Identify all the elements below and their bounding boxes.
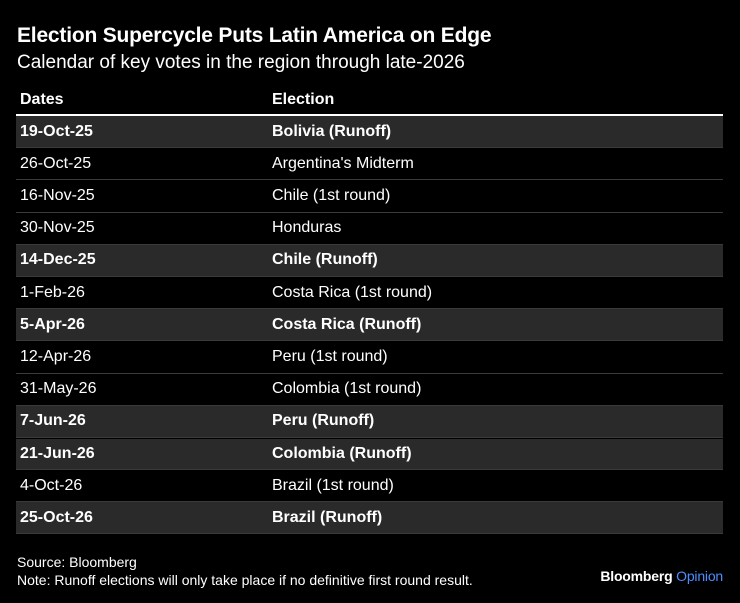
table-row: 30-Nov-25 Honduras	[16, 213, 723, 245]
cell-election: Peru (Runoff)	[272, 412, 375, 430]
cell-date: 5-Apr-26	[20, 315, 85, 333]
cell-date: 7-Jun-26	[20, 412, 86, 430]
table-row: 7-Jun-26 Peru (Runoff)	[16, 405, 723, 438]
cell-election: Costa Rica (1st round)	[272, 283, 433, 301]
table-row: 4-Oct-26 Brazil (1st round)	[16, 470, 723, 503]
cell-election: Colombia (1st round)	[272, 380, 422, 398]
elections-table: Dates Election 19-Oct-25 Bolivia (Runoff)…	[16, 85, 723, 535]
table-body: 19-Oct-25 Bolivia (Runoff) 26-Oct-25 Argent…	[16, 116, 723, 535]
cell-election: Brazil (1st round)	[272, 476, 394, 494]
table-row: 19-Oct-25 Bolivia (Runoff)	[16, 116, 723, 149]
footer: Source: Bloomberg Note: Runoff elections…	[17, 553, 473, 589]
table-row: 26-Oct-25 Argentina's Midterm	[16, 148, 723, 181]
cell-election: Peru (1st round)	[272, 347, 388, 365]
column-header-election: Election	[272, 90, 335, 108]
cell-election: Honduras	[272, 219, 342, 237]
cell-date: 21-Jun-26	[20, 444, 95, 462]
table-row: 25-Oct-26 Brazil (Runoff)	[16, 502, 723, 535]
cell-date: 4-Oct-26	[20, 476, 83, 494]
cell-election: Chile (1st round)	[272, 186, 391, 204]
cell-date: 19-Oct-25	[20, 122, 93, 140]
cell-date: 30-Nov-25	[20, 219, 95, 237]
table-row: 5-Apr-26 Costa Rica (Runoff)	[16, 309, 723, 342]
column-header-dates: Dates	[20, 90, 64, 108]
cell-date: 31-May-26	[20, 380, 97, 398]
runoff-note: Note: Runoff elections will only take pl…	[17, 572, 473, 588]
source-note: Source: Bloomberg	[17, 554, 137, 570]
cell-election: Brazil (Runoff)	[272, 508, 383, 526]
brand-name: Bloomberg	[600, 568, 673, 584]
bloomberg-opinion-logo: Bloomberg Opinion	[600, 568, 723, 584]
cell-election: Bolivia (Runoff)	[272, 122, 392, 140]
cell-election: Argentina's Midterm	[272, 154, 414, 172]
table-header: Dates Election	[16, 85, 723, 116]
chart-title: Election Supercycle Puts Latin America o…	[17, 24, 492, 47]
table-row: 12-Apr-26 Peru (1st round)	[16, 341, 723, 374]
cell-date: 1-Feb-26	[20, 283, 85, 301]
chart-subtitle: Calendar of key votes in the region thro…	[17, 52, 465, 73]
table-row: 1-Feb-26 Costa Rica (1st round)	[16, 277, 723, 310]
table-row: 31-May-26 Colombia (1st round)	[16, 374, 723, 406]
cell-date: 25-Oct-26	[20, 508, 93, 526]
cell-election: Chile (Runoff)	[272, 251, 378, 269]
cell-date: 16-Nov-25	[20, 186, 95, 204]
table-row: 16-Nov-25 Chile (1st round)	[16, 180, 723, 213]
cell-date: 14-Dec-25	[20, 251, 96, 269]
table-row: 21-Jun-26 Colombia (Runoff)	[16, 437, 723, 471]
cell-election: Colombia (Runoff)	[272, 444, 412, 462]
brand-sub: Opinion	[676, 568, 723, 584]
cell-date: 12-Apr-26	[20, 347, 92, 365]
cell-date: 26-Oct-25	[20, 154, 92, 172]
table-row: 14-Dec-25 Chile (Runoff)	[16, 244, 723, 277]
cell-election: Costa Rica (Runoff)	[272, 315, 422, 333]
